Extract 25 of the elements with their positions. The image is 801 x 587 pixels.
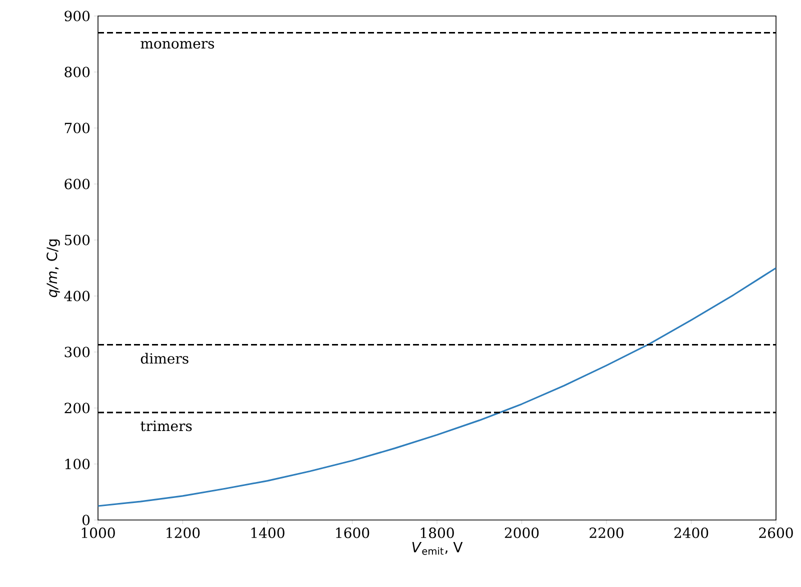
- x-tick-label: 2000: [504, 528, 539, 538]
- y-axis-title: q/m, C/g: [46, 240, 60, 298]
- y-tick-label: 300: [64, 346, 90, 358]
- x-tick-label: 1200: [166, 528, 200, 538]
- y-tick-label: 700: [64, 122, 90, 134]
- ref-line-label: dimers: [140, 352, 188, 364]
- line-series: [98, 267, 776, 507]
- y-tick-label: 0: [82, 514, 90, 526]
- ref-line-label: monomers: [140, 41, 214, 49]
- x-tick-label: 1400: [251, 528, 284, 538]
- y-tick-label: 500: [64, 234, 90, 246]
- x-axis-title: V$_{emit}$, V: [412, 542, 463, 555]
- x-tick-label: 2200: [590, 528, 624, 538]
- y-tick-label: 200: [64, 402, 90, 414]
- x-tick-label: 1600: [336, 528, 370, 538]
- y-tick-label: 100: [65, 458, 90, 470]
- y-tick-label: 600: [64, 178, 90, 190]
- x-tick-label: 1000: [82, 528, 115, 538]
- x-tick-label: 2400: [674, 528, 708, 538]
- y-tick-label: 800: [64, 66, 90, 78]
- y-tick-label: 900: [64, 10, 90, 22]
- y-tick-label: 400: [64, 290, 90, 302]
- x-tick-label: 1800: [420, 528, 454, 538]
- x-tick-label: 2600: [759, 528, 793, 538]
- ref-line-label: trimers: [140, 420, 192, 432]
